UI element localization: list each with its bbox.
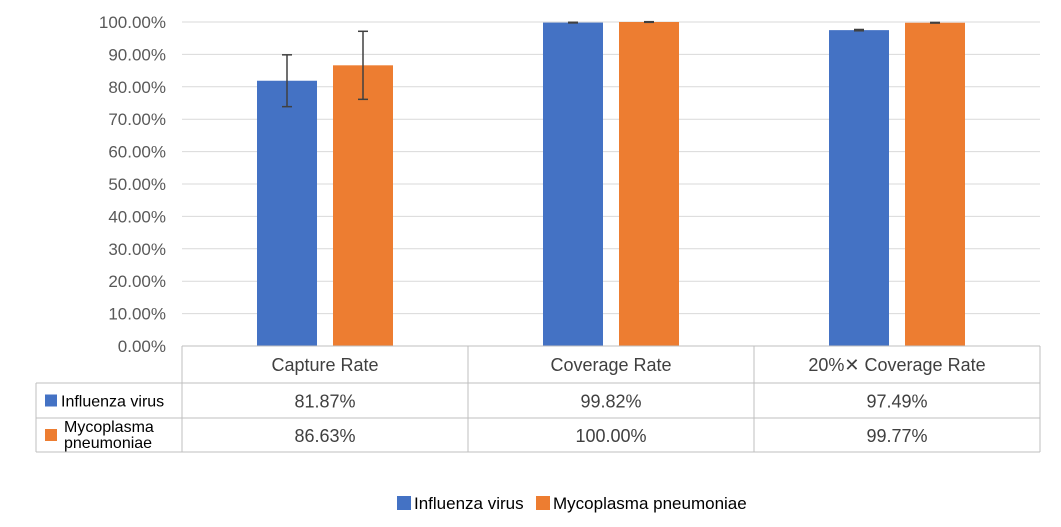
error-bar <box>568 21 578 24</box>
y-tick-label: 40.00% <box>108 207 166 226</box>
legend-label: Mycoplasma pneumoniae <box>553 494 747 513</box>
table-cell-value: 97.49% <box>866 392 927 412</box>
bar-mycoplasma-1 <box>619 22 679 346</box>
category-label: 20%✕ Coverage Rate <box>808 355 985 375</box>
bar-influenza-2 <box>829 30 889 347</box>
error-bar <box>358 30 368 101</box>
table-cell-value: 86.63% <box>294 426 355 446</box>
legend: Influenza virus Mycoplasma pneumoniae <box>397 494 747 513</box>
bar-mycoplasma-0 <box>333 65 393 347</box>
table-legend-key <box>45 394 57 407</box>
data-table: Capture Rate Coverage Rate 20%✕ Coverage R… <box>35 345 1041 453</box>
y-tick-label: 10.00% <box>108 305 166 324</box>
table-series-label: Influenza virus <box>61 394 164 411</box>
table-series-label: pneumoniae <box>64 435 152 452</box>
error-bar <box>854 28 864 32</box>
error-bar <box>930 21 940 24</box>
bar-mycoplasma-2 <box>905 22 965 346</box>
error-bars <box>282 20 940 108</box>
table-cell-value: 100.00% <box>575 426 646 446</box>
table-cell-value: 99.77% <box>866 426 927 446</box>
y-tick-label: 60.00% <box>108 143 166 162</box>
y-tick-label: 70.00% <box>108 110 166 129</box>
y-tick-label: 80.00% <box>108 78 166 97</box>
table-cell-value: 81.87% <box>294 392 355 412</box>
gridlines <box>182 21 1040 315</box>
bars <box>257 22 965 347</box>
y-tick-label: 0.00% <box>118 337 166 356</box>
category-label: Coverage Rate <box>550 355 671 375</box>
error-bar <box>282 54 292 108</box>
legend-swatch <box>536 496 550 510</box>
legend-label: Influenza virus <box>414 494 524 513</box>
bar-influenza-0 <box>257 80 317 346</box>
y-tick-label: 100.00% <box>99 13 166 32</box>
table-series-label: Mycoplasma <box>64 419 154 436</box>
y-tick-label: 50.00% <box>108 175 166 194</box>
legend-swatch <box>397 496 411 510</box>
category-label: Capture Rate <box>271 355 378 375</box>
y-axis: 0.00% 10.00% 20.00% 30.00% 40.00% 50.00% 60.00… <box>99 13 166 356</box>
error-bar <box>644 20 654 24</box>
y-tick-label: 20.00% <box>108 272 166 291</box>
table-legend-key <box>45 429 57 441</box>
table-cell-value: 99.82% <box>580 392 641 412</box>
bar-influenza-1 <box>543 22 603 347</box>
y-tick-label: 30.00% <box>108 240 166 259</box>
y-tick-label: 90.00% <box>108 45 166 64</box>
